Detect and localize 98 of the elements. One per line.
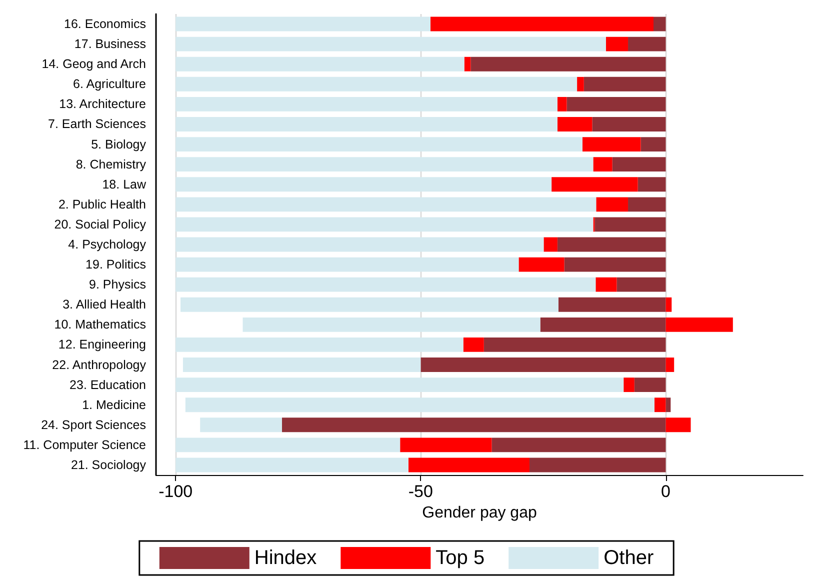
bar xyxy=(492,438,666,452)
bar xyxy=(400,438,492,452)
bar xyxy=(596,277,617,292)
bar xyxy=(544,237,558,252)
bar xyxy=(666,418,691,432)
y-tick-label: 7. Earth Sciences xyxy=(48,117,146,132)
bar xyxy=(606,36,628,52)
bar xyxy=(552,177,638,192)
bar xyxy=(176,177,552,192)
bar xyxy=(557,237,666,252)
bar xyxy=(594,217,666,232)
bar xyxy=(176,137,582,152)
bar xyxy=(624,378,634,392)
y-tick-label: 21. Sociology xyxy=(70,458,147,472)
bar xyxy=(640,137,666,152)
y-tick-label: 13. Architecture xyxy=(59,97,146,112)
bar xyxy=(182,358,421,372)
bar xyxy=(518,257,564,272)
y-tick-label: 23. Education xyxy=(70,378,146,392)
bar xyxy=(612,157,666,172)
bar xyxy=(666,398,671,412)
y-tick-label: 20. Social Policy xyxy=(54,217,147,232)
y-tick-label: 6. Agriculture xyxy=(73,77,146,92)
bar xyxy=(634,378,666,392)
bar xyxy=(408,458,530,472)
bar xyxy=(557,117,592,132)
bar xyxy=(176,458,408,472)
y-tick-label: 18. Law xyxy=(102,177,147,192)
bar xyxy=(470,56,666,72)
bar xyxy=(582,137,641,152)
bar xyxy=(540,317,666,332)
bar xyxy=(616,277,666,292)
bar xyxy=(176,257,519,272)
y-tick-label: 9. Physics xyxy=(89,278,146,292)
y-tick-label: 1. Medicine xyxy=(82,398,146,412)
bar xyxy=(577,76,584,92)
y-tick-label: 11. Computer Science xyxy=(23,438,146,452)
bar xyxy=(558,297,666,312)
bar xyxy=(200,418,282,432)
y-tick-label: 17. Business xyxy=(74,37,146,52)
bar xyxy=(176,378,624,392)
bar xyxy=(628,197,666,212)
bar xyxy=(596,197,628,212)
y-tick-label: 8. Chemistry xyxy=(76,157,147,172)
bar xyxy=(592,117,666,132)
bar xyxy=(242,317,540,332)
bar xyxy=(176,157,594,172)
bar xyxy=(638,177,666,192)
y-tick-label: 16. Economics xyxy=(64,17,146,32)
bar xyxy=(176,56,464,72)
bar xyxy=(176,117,558,132)
bar xyxy=(584,76,666,92)
bar xyxy=(176,237,544,252)
y-tick-label: 4. Psychology xyxy=(68,238,147,252)
bar xyxy=(180,297,558,312)
bar xyxy=(176,36,606,52)
bar xyxy=(282,418,666,432)
bar xyxy=(176,197,596,212)
bar xyxy=(176,338,464,352)
bar xyxy=(666,358,674,372)
legend-label: Top 5 xyxy=(436,547,485,569)
y-tick-label: 14. Geog and Arch xyxy=(42,57,146,72)
bar xyxy=(176,16,430,32)
bar xyxy=(666,297,672,312)
bar xyxy=(654,398,666,412)
bar xyxy=(557,96,567,112)
bar xyxy=(176,217,594,232)
bar xyxy=(529,458,666,472)
bar xyxy=(654,16,666,32)
bar xyxy=(666,317,733,332)
bar xyxy=(566,96,666,112)
bar xyxy=(185,398,654,412)
bar xyxy=(176,438,400,452)
bar xyxy=(564,257,666,272)
x-tick-label: -100 xyxy=(158,482,193,501)
bar xyxy=(430,16,654,32)
y-tick-label: 3. Allied Health xyxy=(62,298,146,312)
y-tick-label: 10. Mathematics xyxy=(54,318,146,332)
legend-label: Hindex xyxy=(254,547,317,569)
bar xyxy=(176,96,558,112)
y-tick-label: 12. Engineering xyxy=(58,338,146,352)
bar xyxy=(176,277,596,292)
bar xyxy=(593,157,612,172)
bar xyxy=(420,358,666,372)
y-tick-label: 2. Public Health xyxy=(58,197,146,212)
bar xyxy=(484,338,666,352)
bar xyxy=(628,36,666,52)
bar xyxy=(463,338,484,352)
y-tick-label: 5. Biology xyxy=(91,137,147,152)
y-tick-label: 22. Anthropology xyxy=(52,358,147,372)
y-tick-label: 19. Politics xyxy=(86,258,146,272)
y-tick-label: 24. Sport Sciences xyxy=(41,418,146,432)
bar xyxy=(176,76,578,92)
bar xyxy=(464,56,471,72)
x-axis-title: Gender pay gap xyxy=(422,504,537,522)
legend-label: Other xyxy=(604,547,654,569)
x-tick-label: -50 xyxy=(408,482,433,501)
x-tick-label: 0 xyxy=(661,482,670,501)
